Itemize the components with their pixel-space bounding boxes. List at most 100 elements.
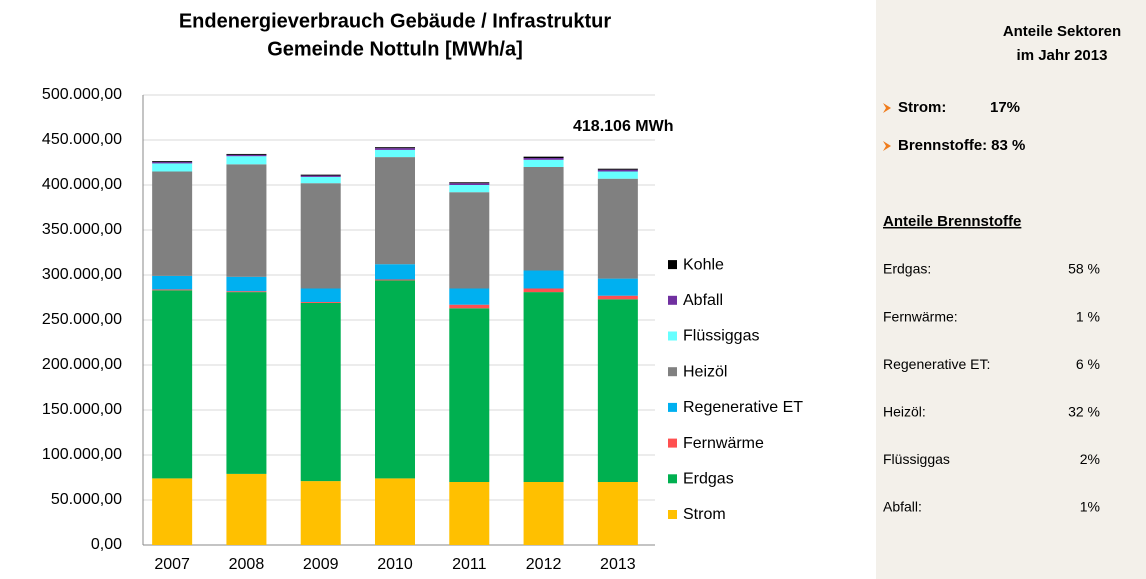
panel-title: Anteile Sektoren — [1003, 23, 1121, 40]
legend-swatch — [668, 295, 677, 305]
fuel-value: 1% — [1080, 499, 1100, 515]
y-tick-label: 500.000,00 — [42, 86, 122, 103]
bar-segment — [152, 161, 193, 163]
sector-label: Strom: — [898, 99, 946, 116]
y-tick-label: 400.000,00 — [42, 176, 122, 193]
bar-segment — [523, 482, 564, 545]
bar-segment — [226, 164, 267, 277]
fuel-value: 58 % — [1068, 261, 1100, 277]
bar-segment — [375, 279, 415, 281]
bar-segment — [152, 289, 193, 291]
bar-segment — [226, 473, 267, 545]
bar-segment — [523, 158, 564, 160]
bar-segment — [597, 295, 638, 300]
bar-segment — [226, 156, 267, 165]
bar-segment — [300, 302, 341, 482]
y-tick-label: 100.000,00 — [42, 446, 122, 463]
fuels-title: Anteile Brennstoffe — [883, 213, 1021, 230]
bar-segment — [449, 182, 490, 184]
fuel-label: Abfall: — [883, 499, 922, 515]
legend-swatch — [668, 510, 677, 519]
bar-segment — [375, 147, 415, 149]
bar-segment — [449, 185, 490, 193]
bar-segment — [523, 167, 564, 271]
bar-segment — [375, 280, 415, 479]
sector-label: Brennstoffe: — [898, 137, 987, 154]
bar-segment — [449, 192, 490, 289]
bar-segment — [375, 148, 415, 150]
fuel-label: Erdgas: — [883, 261, 931, 277]
x-tick-label: 2012 — [526, 556, 562, 573]
bar-segment — [523, 156, 564, 158]
bar-segment — [152, 162, 193, 164]
bar-segment — [226, 292, 267, 474]
bar-segment — [300, 183, 341, 289]
bar-segment — [375, 264, 415, 280]
bar-segment — [597, 299, 638, 482]
legend-swatch — [668, 402, 677, 412]
annotation: 418.106 MWh — [573, 118, 673, 135]
x-tick-label: 2007 — [154, 556, 190, 573]
bar-segment — [300, 302, 341, 303]
bar-segment — [597, 168, 638, 170]
fuel-value: 6 % — [1076, 356, 1100, 372]
bar-segment — [449, 183, 490, 185]
legend-label: Strom — [683, 506, 726, 523]
bar-segment — [152, 275, 193, 290]
bar-segment — [449, 482, 490, 545]
bar-segment — [300, 481, 341, 545]
fuel-label: Fernwärme: — [883, 308, 958, 324]
bar-segment — [152, 163, 193, 172]
legend-label: Abfall — [683, 292, 723, 309]
bar-segment — [300, 176, 341, 184]
bar-segment — [597, 169, 638, 172]
x-tick-label: 2011 — [452, 556, 487, 573]
bar-segment — [449, 288, 490, 305]
fuel-label: Regenerative ET: — [883, 356, 990, 372]
legend-label: Heizöl — [683, 363, 727, 380]
fuel-label: Heizöl: — [883, 404, 926, 420]
y-tick-label: 450.000,00 — [42, 131, 122, 148]
bullet-arrow — [883, 141, 891, 151]
bar-segment — [523, 159, 564, 167]
side-panel — [876, 0, 1146, 579]
bar-segment — [226, 276, 267, 292]
bar-segment — [152, 171, 193, 276]
bar-segment — [523, 270, 564, 289]
bar-segment — [523, 288, 564, 293]
legend-label: Regenerative ET — [683, 399, 803, 416]
bar-segment — [152, 290, 193, 479]
legend-label: Erdgas — [683, 471, 734, 488]
y-tick-label: 150.000,00 — [42, 401, 122, 418]
bar-segment — [375, 149, 415, 158]
bar-segment — [597, 171, 638, 179]
x-tick-label: 2010 — [377, 556, 413, 573]
chart-title: Endenergieverbrauch Gebäude / Infrastruk… — [179, 10, 612, 32]
bar-segment — [226, 291, 267, 293]
legend-swatch — [668, 367, 677, 377]
bar-segment — [523, 292, 564, 482]
bullet-arrow — [883, 103, 891, 113]
y-tick-label: 250.000,00 — [42, 311, 122, 328]
bar-segment — [375, 478, 415, 545]
sector-value: 83 % — [991, 137, 1025, 154]
bar-segment — [449, 308, 490, 482]
panel-title: im Jahr 2013 — [1017, 47, 1108, 64]
bar-segment — [226, 153, 267, 155]
x-tick-label: 2013 — [600, 556, 636, 573]
x-tick-label: 2008 — [229, 556, 265, 573]
x-tick-label: 2009 — [303, 556, 339, 573]
y-tick-label: 0,00 — [91, 536, 122, 553]
legend-label: Kohle — [683, 256, 724, 273]
legend-swatch — [668, 331, 677, 341]
bar-segment — [300, 175, 341, 177]
legend-swatch — [668, 474, 677, 484]
legend-label: Flüssiggas — [683, 328, 759, 345]
legend-swatch — [668, 438, 677, 448]
legend-swatch — [668, 260, 677, 270]
bar-segment — [375, 157, 415, 265]
fuel-value: 1 % — [1076, 308, 1100, 324]
bar-segment — [226, 154, 267, 157]
fuel-value: 32 % — [1068, 404, 1100, 420]
